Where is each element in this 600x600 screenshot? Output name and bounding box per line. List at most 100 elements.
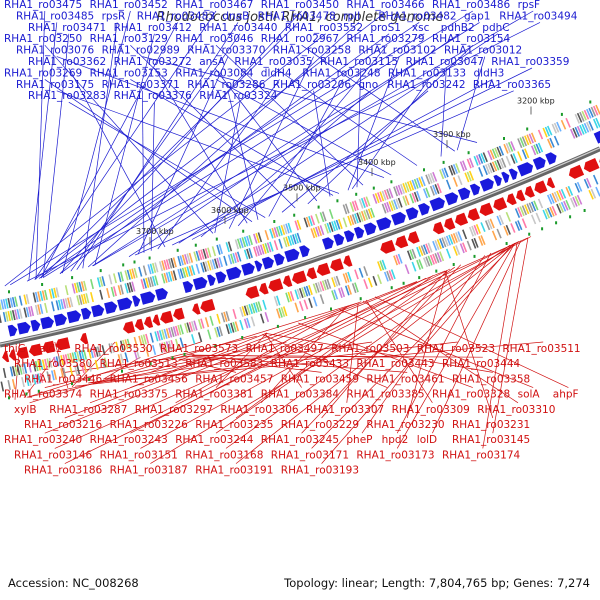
feature-stripe-forward-inner <box>129 282 134 293</box>
rna-marker-reverse <box>541 227 544 231</box>
feature-stripe-reverse-outer <box>308 297 313 308</box>
reverse-gene-label: ahpF <box>553 389 579 401</box>
feature-stripe-forward-inner <box>142 278 147 289</box>
reverse-gene-label: RHA1_ro03375 <box>90 389 168 401</box>
feature-stripe-forward-outer <box>168 258 173 269</box>
feature-stripe-forward-outer <box>344 203 350 214</box>
reverse-gene-label: ald1 <box>39 343 62 355</box>
feature-stripe-forward-outer <box>595 104 600 115</box>
feature-stripe-reverse-inner <box>78 350 83 361</box>
feature-stripe-reverse-outer <box>434 253 440 263</box>
feature-stripe-reverse-inner <box>101 345 106 356</box>
feature-stripe-reverse-inner <box>69 353 74 364</box>
feature-stripe-reverse-inner <box>262 299 267 310</box>
feature-stripe-reverse-inner <box>514 208 521 219</box>
feature-stripe-forward-inner <box>553 135 560 146</box>
feature-stripe-reverse-inner <box>296 288 302 299</box>
feature-stripe-reverse-inner <box>473 224 479 235</box>
feature-stripe-forward-outer <box>579 111 585 122</box>
feature-stripe-reverse-inner <box>37 360 41 371</box>
feature-stripe-reverse-inner <box>432 240 438 251</box>
rna-marker-forward <box>41 283 44 286</box>
feature-stripe-forward-inner <box>140 279 145 290</box>
forward-gene-arrow <box>363 222 377 236</box>
feature-stripe-reverse-inner <box>248 304 253 315</box>
feature-stripe-forward-inner <box>184 267 189 278</box>
feature-stripe-reverse-outer <box>264 312 270 323</box>
feature-stripe-reverse-inner <box>551 192 558 203</box>
feature-stripe-forward-outer <box>257 232 263 243</box>
feature-stripe-reverse-inner <box>18 364 23 375</box>
feature-stripe-forward-outer <box>404 182 410 193</box>
feature-stripe-reverse-outer <box>535 212 541 223</box>
feature-stripe-forward-inner <box>207 260 212 271</box>
feature-stripe-reverse-outer <box>549 206 555 217</box>
feature-stripe-forward-inner <box>581 123 587 134</box>
feature-stripe-forward-outer <box>383 189 389 200</box>
rna-marker-reverse <box>8 396 10 400</box>
feature-stripe-forward-outer <box>349 201 355 212</box>
reverse-gene-label-leader <box>215 332 268 388</box>
feature-stripe-forward-outer <box>303 217 309 228</box>
forward-gene-label: gno <box>358 79 378 91</box>
feature-stripe-forward-outer <box>560 119 567 130</box>
rna-marker-reverse <box>555 221 558 225</box>
reverse-gene-label-leader <box>444 270 494 419</box>
feature-stripe-forward-outer <box>319 212 325 223</box>
feature-stripe-forward-outer <box>397 184 403 195</box>
feature-stripe-reverse-outer <box>445 248 452 259</box>
feature-stripe-forward-outer <box>177 255 182 267</box>
feature-stripe-reverse-inner <box>16 365 21 376</box>
feature-stripe-reverse-outer <box>436 252 442 263</box>
feature-stripe-reverse-inner <box>163 328 168 339</box>
feature-stripe-forward-outer <box>236 238 242 249</box>
forward-gene-label-leader <box>281 90 429 213</box>
feature-stripe-reverse-outer <box>298 301 304 312</box>
feature-stripe-reverse-outer <box>227 323 233 334</box>
feature-stripe-forward-outer <box>365 196 371 207</box>
reverse-gene-label-leader <box>321 269 448 419</box>
feature-stripe-forward-outer <box>96 277 101 288</box>
feature-stripe-forward-outer <box>351 201 357 212</box>
rna-marker-reverse <box>569 215 572 219</box>
rna-marker-forward <box>8 290 10 294</box>
feature-stripe-reverse-outer <box>250 316 256 327</box>
feature-stripe-forward-inner <box>253 246 258 257</box>
forward-gene-label: RHA1_ro03359 <box>491 56 569 68</box>
gene-arrows <box>2 130 600 363</box>
reverse-gene-arrow <box>330 258 344 272</box>
feature-stripe-forward-outer <box>526 134 532 145</box>
feature-stripe-reverse-outer <box>432 253 438 264</box>
feature-stripe-reverse-inner <box>342 273 348 284</box>
feature-stripe-forward-outer <box>108 274 113 285</box>
feature-stripe-forward-outer <box>76 282 81 293</box>
reverse-gene-label-leader <box>150 241 520 464</box>
forward-gene-arrow <box>66 310 82 324</box>
feature-stripe-reverse-outer <box>354 282 359 293</box>
feature-stripe-forward-outer <box>321 211 327 222</box>
feature-stripe-reverse-outer <box>404 264 410 275</box>
feature-stripe-forward-outer <box>354 200 359 211</box>
reverse-gene-label: RHA1_ro03374 <box>4 389 83 401</box>
feature-stripe-reverse-outer <box>216 326 221 337</box>
reverse-gene-label: RHA1_ro03235 <box>195 419 273 431</box>
forward-gene-arrow <box>376 217 392 231</box>
forward-gene-arrow <box>273 253 285 266</box>
feature-stripe-reverse-inner <box>583 178 590 189</box>
feature-stripe-forward-inner <box>390 200 396 211</box>
reverse-gene-arrow <box>123 321 136 334</box>
forward-gene-label: rpsF <box>518 0 541 11</box>
feature-stripe-forward-outer <box>255 232 260 243</box>
feature-stripe-forward-inner <box>227 254 233 265</box>
rna-marker-forward <box>560 112 563 116</box>
feature-stripe-reverse-outer <box>351 283 357 294</box>
feature-stripe-forward-inner <box>204 261 210 272</box>
feature-stripe-reverse-inner <box>298 288 304 299</box>
feature-stripe-reverse-inner <box>46 358 51 369</box>
forward-gene-label: RHA1_ro03412 <box>114 22 192 34</box>
feature-stripe-reverse-inner <box>586 177 592 188</box>
reverse-gene-arrow <box>28 343 43 357</box>
feature-stripe-reverse-inner <box>560 188 567 199</box>
forward-gene-label-leader <box>150 102 155 251</box>
feature-stripe-reverse-outer <box>0 381 5 392</box>
